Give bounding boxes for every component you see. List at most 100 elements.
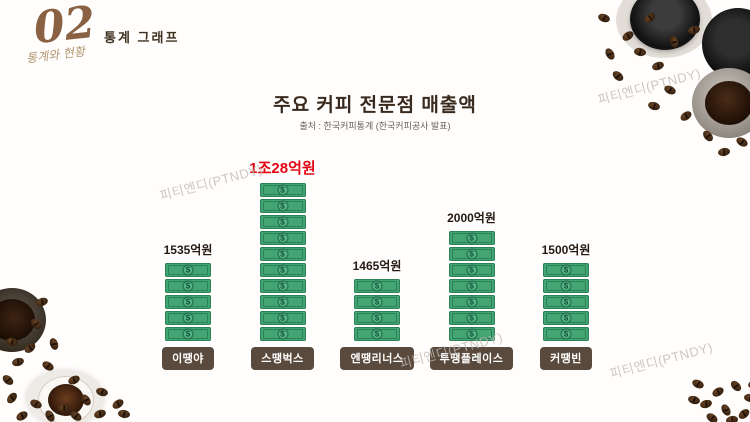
money-bill-icon: $ (543, 263, 589, 277)
dollar-sign-icon: $ (277, 312, 288, 324)
dollar-sign-icon: $ (182, 264, 194, 276)
coffee-bean-icon (603, 46, 617, 62)
dollar-sign-icon: $ (182, 280, 194, 292)
chart-source: 출처 : 한국커피통계 (한국커피공사 발표) (299, 121, 451, 131)
money-bill-icon: $ (259, 215, 306, 229)
dollar-sign-icon: $ (560, 328, 572, 340)
category-label: 커땡빈 (540, 347, 592, 370)
dollar-sign-icon: $ (466, 264, 477, 276)
coffee-bean-icon (14, 409, 30, 422)
dollar-sign-icon: $ (560, 312, 572, 324)
section-label: 통계 그래프 (104, 30, 180, 45)
coffee-bean-icon (48, 336, 60, 352)
dollar-sign-icon: $ (371, 312, 383, 324)
category-label: 스땡벅스 (251, 347, 314, 370)
coffee-bean-icon (690, 377, 706, 391)
coffee-bean-icon (687, 394, 701, 406)
dollar-sign-icon: $ (371, 296, 383, 308)
money-bill-icon: $ (448, 279, 495, 293)
money-bill-icon: $ (259, 263, 306, 277)
money-bill-icon: $ (543, 311, 589, 325)
coffee-bean-icon (0, 373, 16, 387)
value-label: 1535억원 (163, 243, 213, 257)
coffee-bean-icon (117, 409, 131, 419)
dollar-sign-icon: $ (277, 184, 288, 196)
coffee-bean-icon (596, 12, 612, 24)
money-bill-stack: $ $ $ $ $ (543, 263, 589, 341)
dollar-sign-icon: $ (277, 264, 288, 276)
dollar-sign-icon: $ (371, 328, 383, 340)
coffee-bean-bowl-icon (692, 68, 750, 138)
money-bill-icon: $ (259, 231, 306, 245)
dollar-sign-icon: $ (277, 248, 288, 260)
dollar-sign-icon: $ (277, 280, 288, 292)
money-bill-icon: $ (259, 199, 306, 213)
dollar-sign-icon: $ (277, 200, 288, 212)
money-bill-icon: $ (543, 327, 589, 341)
coffee-bean-icon (11, 356, 25, 368)
money-bill-icon: $ (259, 295, 306, 309)
dollar-sign-icon: $ (560, 264, 572, 276)
money-bill-icon: $ (259, 183, 306, 197)
dollar-sign-icon: $ (182, 312, 194, 324)
money-bill-icon: $ (543, 295, 589, 309)
money-bill-icon: $ (165, 295, 211, 309)
category-label: 엔땡리너스 (340, 347, 414, 370)
value-label: 1500억원 (541, 243, 591, 257)
chart-column: 1465억원 $ $ $ $ 엔땡리너스 (332, 257, 422, 370)
category-label: 투땡플레이스 (429, 347, 514, 370)
dollar-sign-icon: $ (466, 328, 477, 340)
money-bill-icon: $ (448, 231, 495, 245)
dollar-sign-icon: $ (560, 280, 572, 292)
money-bill-stack: $ $ $ $ $ (165, 263, 211, 341)
value-label: 2000억원 (447, 211, 496, 225)
dollar-sign-icon: $ (182, 328, 194, 340)
dollar-sign-icon: $ (466, 232, 477, 244)
money-bill-icon: $ (165, 311, 211, 325)
money-bill-stack: $ $ $ $ $ $ $ $ $ $ (259, 183, 306, 341)
chart-column: 2000억원 $ $ $ $ $ $ $ 투땡플레이스 (427, 209, 517, 370)
coffee-cup-icon (630, 0, 700, 50)
coffee-bean-icon (743, 393, 750, 403)
money-bill-icon: $ (543, 279, 589, 293)
dollar-sign-icon: $ (466, 248, 477, 260)
coffee-bean-icon (734, 135, 750, 149)
dollar-sign-icon: $ (466, 296, 477, 308)
dollar-sign-icon: $ (466, 280, 477, 292)
money-bill-icon: $ (165, 263, 211, 277)
dollar-sign-icon: $ (182, 296, 194, 308)
money-bill-icon: $ (354, 327, 400, 341)
money-bill-stack: $ $ $ $ (354, 279, 400, 341)
money-bill-stack: $ $ $ $ $ $ $ (448, 231, 495, 341)
coffee-bean-icon (110, 397, 126, 411)
coffee-bean-icon (610, 69, 626, 83)
chart-column: 1535억원 $ $ $ $ $ 이땡야 (143, 241, 233, 370)
pictograph-chart: 1535억원 $ $ $ $ $ 이땡야 1조28억원 $ $ $ $ $ $ $ $ $ $ 스땡벅스 1465억원… (143, 158, 611, 370)
coffee-bean-icon (704, 411, 720, 422)
category-label: 이땡야 (162, 347, 214, 370)
dollar-sign-icon: $ (277, 216, 288, 228)
money-bill-icon: $ (259, 327, 306, 341)
section-script-text: 통계와 현황 (25, 44, 86, 66)
money-bill-icon: $ (259, 279, 306, 293)
money-bill-icon: $ (259, 311, 306, 325)
coffee-bean-icon (728, 378, 744, 394)
coffee-bean-icon (5, 390, 19, 406)
money-bill-icon: $ (448, 327, 495, 341)
money-bill-icon: $ (354, 311, 400, 325)
value-label: 1465억원 (352, 259, 402, 273)
dollar-sign-icon: $ (371, 280, 383, 292)
coffee-bean-icon (725, 415, 739, 422)
chart-column: 1500억원 $ $ $ $ $ 커땡빈 (521, 241, 611, 370)
coffee-bean-icon (710, 385, 726, 399)
money-bill-icon: $ (259, 247, 306, 261)
coffee-bean-icon (717, 147, 731, 157)
dollar-sign-icon: $ (277, 232, 288, 244)
money-bill-icon: $ (448, 247, 495, 261)
money-bill-icon: $ (448, 295, 495, 309)
money-bill-icon: $ (448, 263, 495, 277)
value-label: 1조28억원 (249, 160, 316, 177)
coffee-bean-icon (650, 60, 666, 72)
chart-column: 1조28억원 $ $ $ $ $ $ $ $ $ $ 스땡벅스 (238, 157, 328, 370)
